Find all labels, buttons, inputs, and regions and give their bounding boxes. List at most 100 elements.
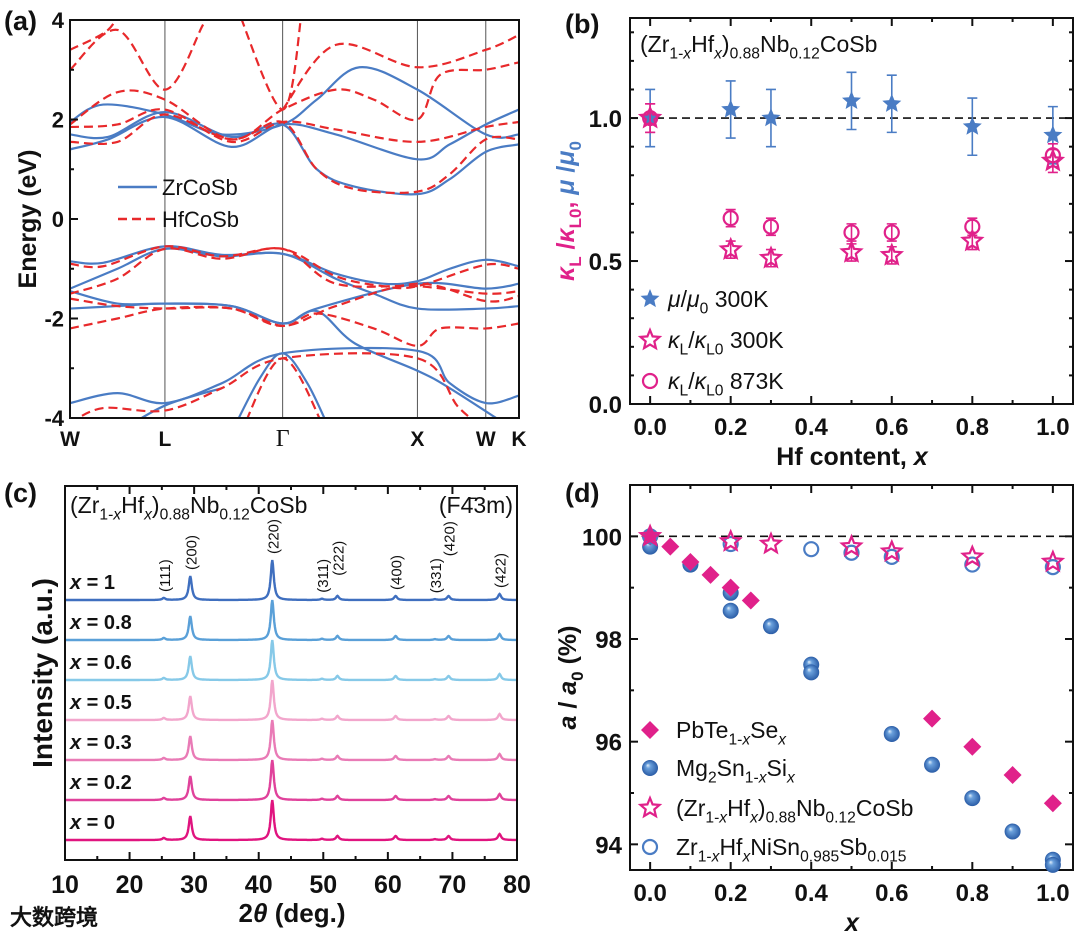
x-tick-label: 80 [503,871,531,899]
text-segment: x [741,731,751,748]
text-segment: x [69,812,82,834]
data-point [637,523,663,547]
data-point [758,531,784,555]
text-segment: CoSb [820,31,878,57]
y-tick-label: -4 [44,406,64,431]
text-segment: L0 [706,341,724,358]
band-line-HfCoSb [240,20,302,111]
text-segment: 0.88 [730,45,761,62]
text-segment: L [566,256,585,266]
band-line-HfCoSb [70,61,519,141]
xrd-trace [65,679,517,722]
x-tick-label: 0.6 [875,414,908,441]
band-line-ZrCoSb [70,110,519,196]
x-tick-label: 10 [51,871,79,899]
data-point [642,109,659,127]
data-point [843,544,860,561]
text-segment: Nb [190,492,219,518]
legend-marker [642,760,658,776]
text-segment: x [749,809,759,826]
trace-label: x = 1 [69,572,115,594]
data-point [879,538,905,563]
y-axis-label: Energy (eV) [14,150,42,289]
data-point [722,602,739,619]
data-point [721,578,740,597]
band-line-HfCoSb [70,20,117,51]
band-line-HfCoSb [246,357,321,418]
data-point [803,664,820,681]
band-line-ZrCoSb [70,66,519,139]
text-segment: Se [750,717,778,743]
panel-label: (b) [565,9,599,39]
y-tick-label: 98 [595,627,622,654]
text-segment: 0.88 [160,506,191,523]
x-tick-label: 50 [309,871,337,899]
trace-label: x = 0.6 [69,652,132,674]
text-segment: a [554,681,582,695]
peak-index-label: (422) [493,553,510,588]
text-segment: 1- [669,45,683,62]
x-tick-label: 0.8 [956,414,989,441]
text-segment: x [69,572,82,594]
text-segment: = 0.2 [81,772,132,794]
y-tick-label: 0.5 [589,249,622,276]
series-circle-open [642,102,1061,242]
text-segment: 0.12 [219,506,249,523]
panel-label: (d) [565,478,599,508]
xrd-trace [65,599,517,642]
data-point [923,709,942,728]
text-segment: Nb [760,31,789,57]
text-segment: , [552,195,580,209]
data-point [879,242,905,266]
y-axis-label: κL /κL0, μ /μ0 [552,141,585,281]
data-point [964,218,981,235]
legend-label: μ/μ0 300K [667,286,769,317]
band-line-HfCoSb [70,305,519,347]
band-line-HfCoSb [76,352,473,418]
series-diamond-filled [641,527,1062,813]
text-segment: κ [695,368,708,394]
text-segment: 1- [698,848,712,865]
text-segment: 1- [705,809,719,826]
text-segment: x [711,848,721,865]
legend-marker [641,721,659,739]
text-segment: CoSb [250,492,308,518]
text-segment: x [143,506,153,523]
k-point-label: X [410,428,424,451]
panel-label: (a) [4,6,37,36]
panel-b-normalized-properties: 0.0 0.2 0.4 0.6 0.8 1.0 0.0 0.5 1.0 Hf content, x… [552,9,1074,471]
y-tick-label: 4 [52,8,65,33]
text-segment: 0.12 [825,809,855,826]
text-segment: Si [767,755,787,781]
x-tick-label: 0.2 [714,880,747,907]
band-line-ZrCoSb [139,387,223,418]
text-segment: x [786,769,796,786]
legend-label: κL/κL0 300K [668,327,784,358]
data-point [721,99,741,118]
legend-marker [641,372,659,390]
data-point [960,544,985,568]
text-segment: PbTe [676,717,728,743]
text-segment: x [713,45,723,62]
error-bar [846,223,857,242]
data-point [803,541,820,558]
text-segment: (Zr [676,795,706,821]
legend-label: HfCoSb [162,207,239,232]
data-point [762,218,780,235]
text-segment: Hf [691,31,715,57]
data-point [924,756,941,773]
text-segment: (%) [554,626,582,672]
text-segment: 0.985 [800,848,839,865]
data-point [964,556,981,573]
x-axis-label: Hf content, x [776,443,929,471]
text-segment: x [112,506,122,523]
text-segment: x [718,809,728,826]
text-segment: / [688,368,695,394]
text-segment: L [680,382,689,399]
text-segment: ) [152,492,160,518]
x-tick-label: 0.4 [795,880,829,907]
band-line-ZrCoSb [70,247,519,311]
series-star-open [637,523,1066,573]
legend-label: Mg2Sn1-xSix [676,755,796,786]
text-segment: x [69,612,82,634]
